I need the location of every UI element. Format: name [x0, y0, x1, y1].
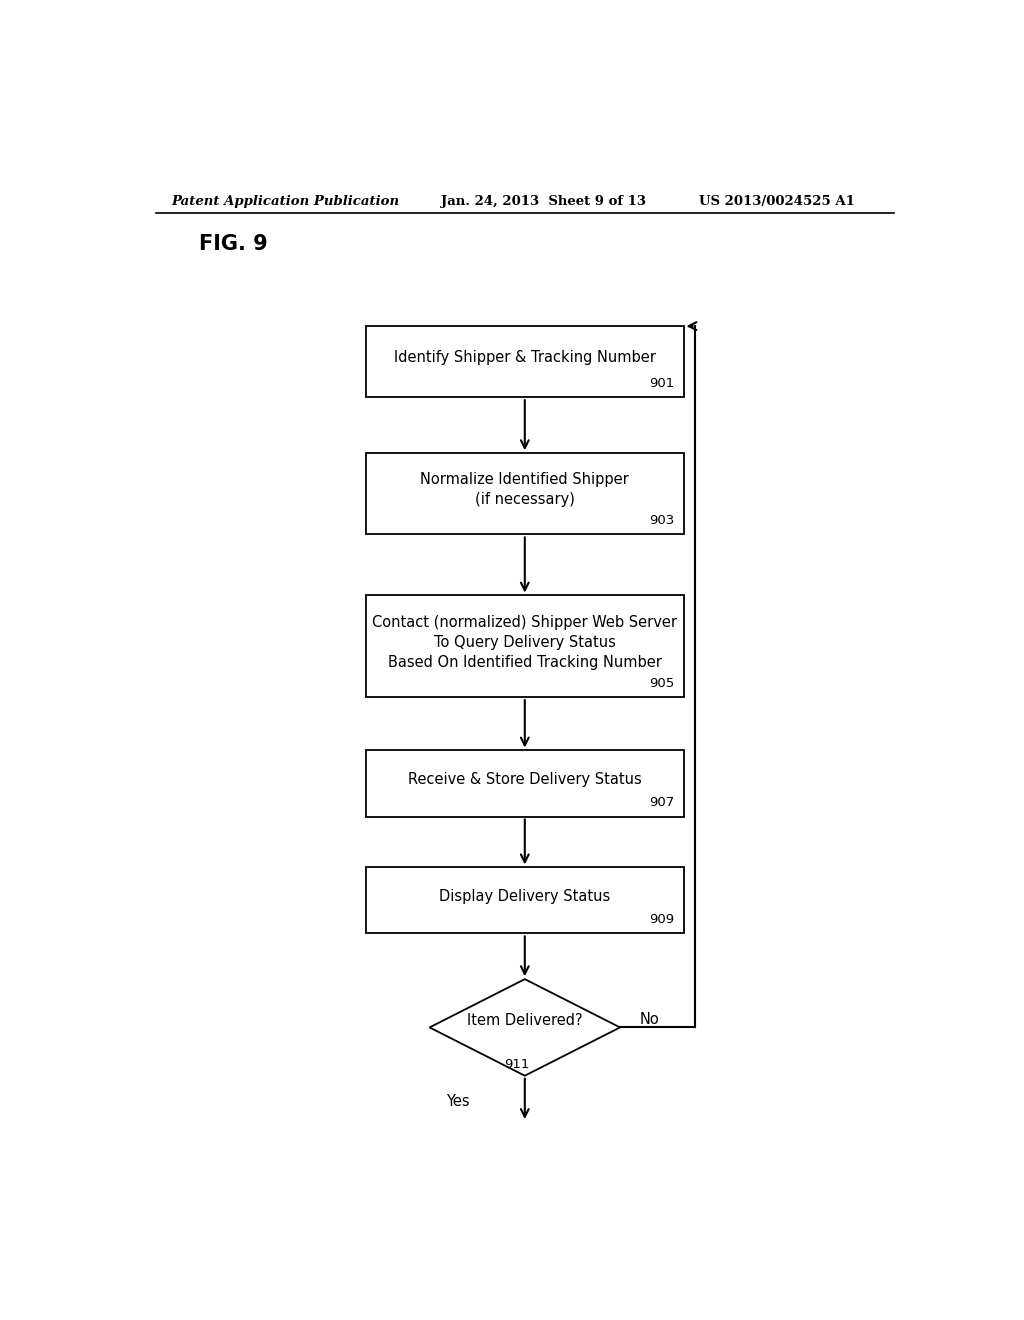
Text: FIG. 9: FIG. 9: [200, 234, 268, 253]
Text: Receive & Store Delivery Status: Receive & Store Delivery Status: [408, 772, 642, 787]
Text: Jan. 24, 2013  Sheet 9 of 13: Jan. 24, 2013 Sheet 9 of 13: [441, 194, 646, 207]
Text: 909: 909: [649, 913, 674, 927]
Text: Identify Shipper & Tracking Number: Identify Shipper & Tracking Number: [394, 350, 655, 366]
Polygon shape: [430, 979, 620, 1076]
Text: 901: 901: [649, 378, 674, 391]
Text: 903: 903: [649, 515, 674, 528]
Text: No: No: [640, 1012, 659, 1027]
Text: 911: 911: [504, 1057, 529, 1071]
FancyBboxPatch shape: [367, 453, 684, 535]
Text: Contact (normalized) Shipper Web Server
To Query Delivery Status
Based On Identi: Contact (normalized) Shipper Web Server …: [373, 615, 677, 669]
FancyBboxPatch shape: [367, 326, 684, 397]
Text: Normalize Identified Shipper
(if necessary): Normalize Identified Shipper (if necessa…: [421, 473, 629, 507]
Text: 907: 907: [649, 796, 674, 809]
Text: 905: 905: [649, 677, 674, 690]
FancyBboxPatch shape: [367, 867, 684, 933]
Text: Yes: Yes: [445, 1094, 469, 1109]
FancyBboxPatch shape: [367, 751, 684, 817]
Text: Display Delivery Status: Display Delivery Status: [439, 888, 610, 904]
Text: US 2013/0024525 A1: US 2013/0024525 A1: [699, 194, 855, 207]
FancyBboxPatch shape: [367, 595, 684, 697]
Text: Item Delivered?: Item Delivered?: [467, 1012, 583, 1028]
Text: Patent Application Publication: Patent Application Publication: [172, 194, 399, 207]
